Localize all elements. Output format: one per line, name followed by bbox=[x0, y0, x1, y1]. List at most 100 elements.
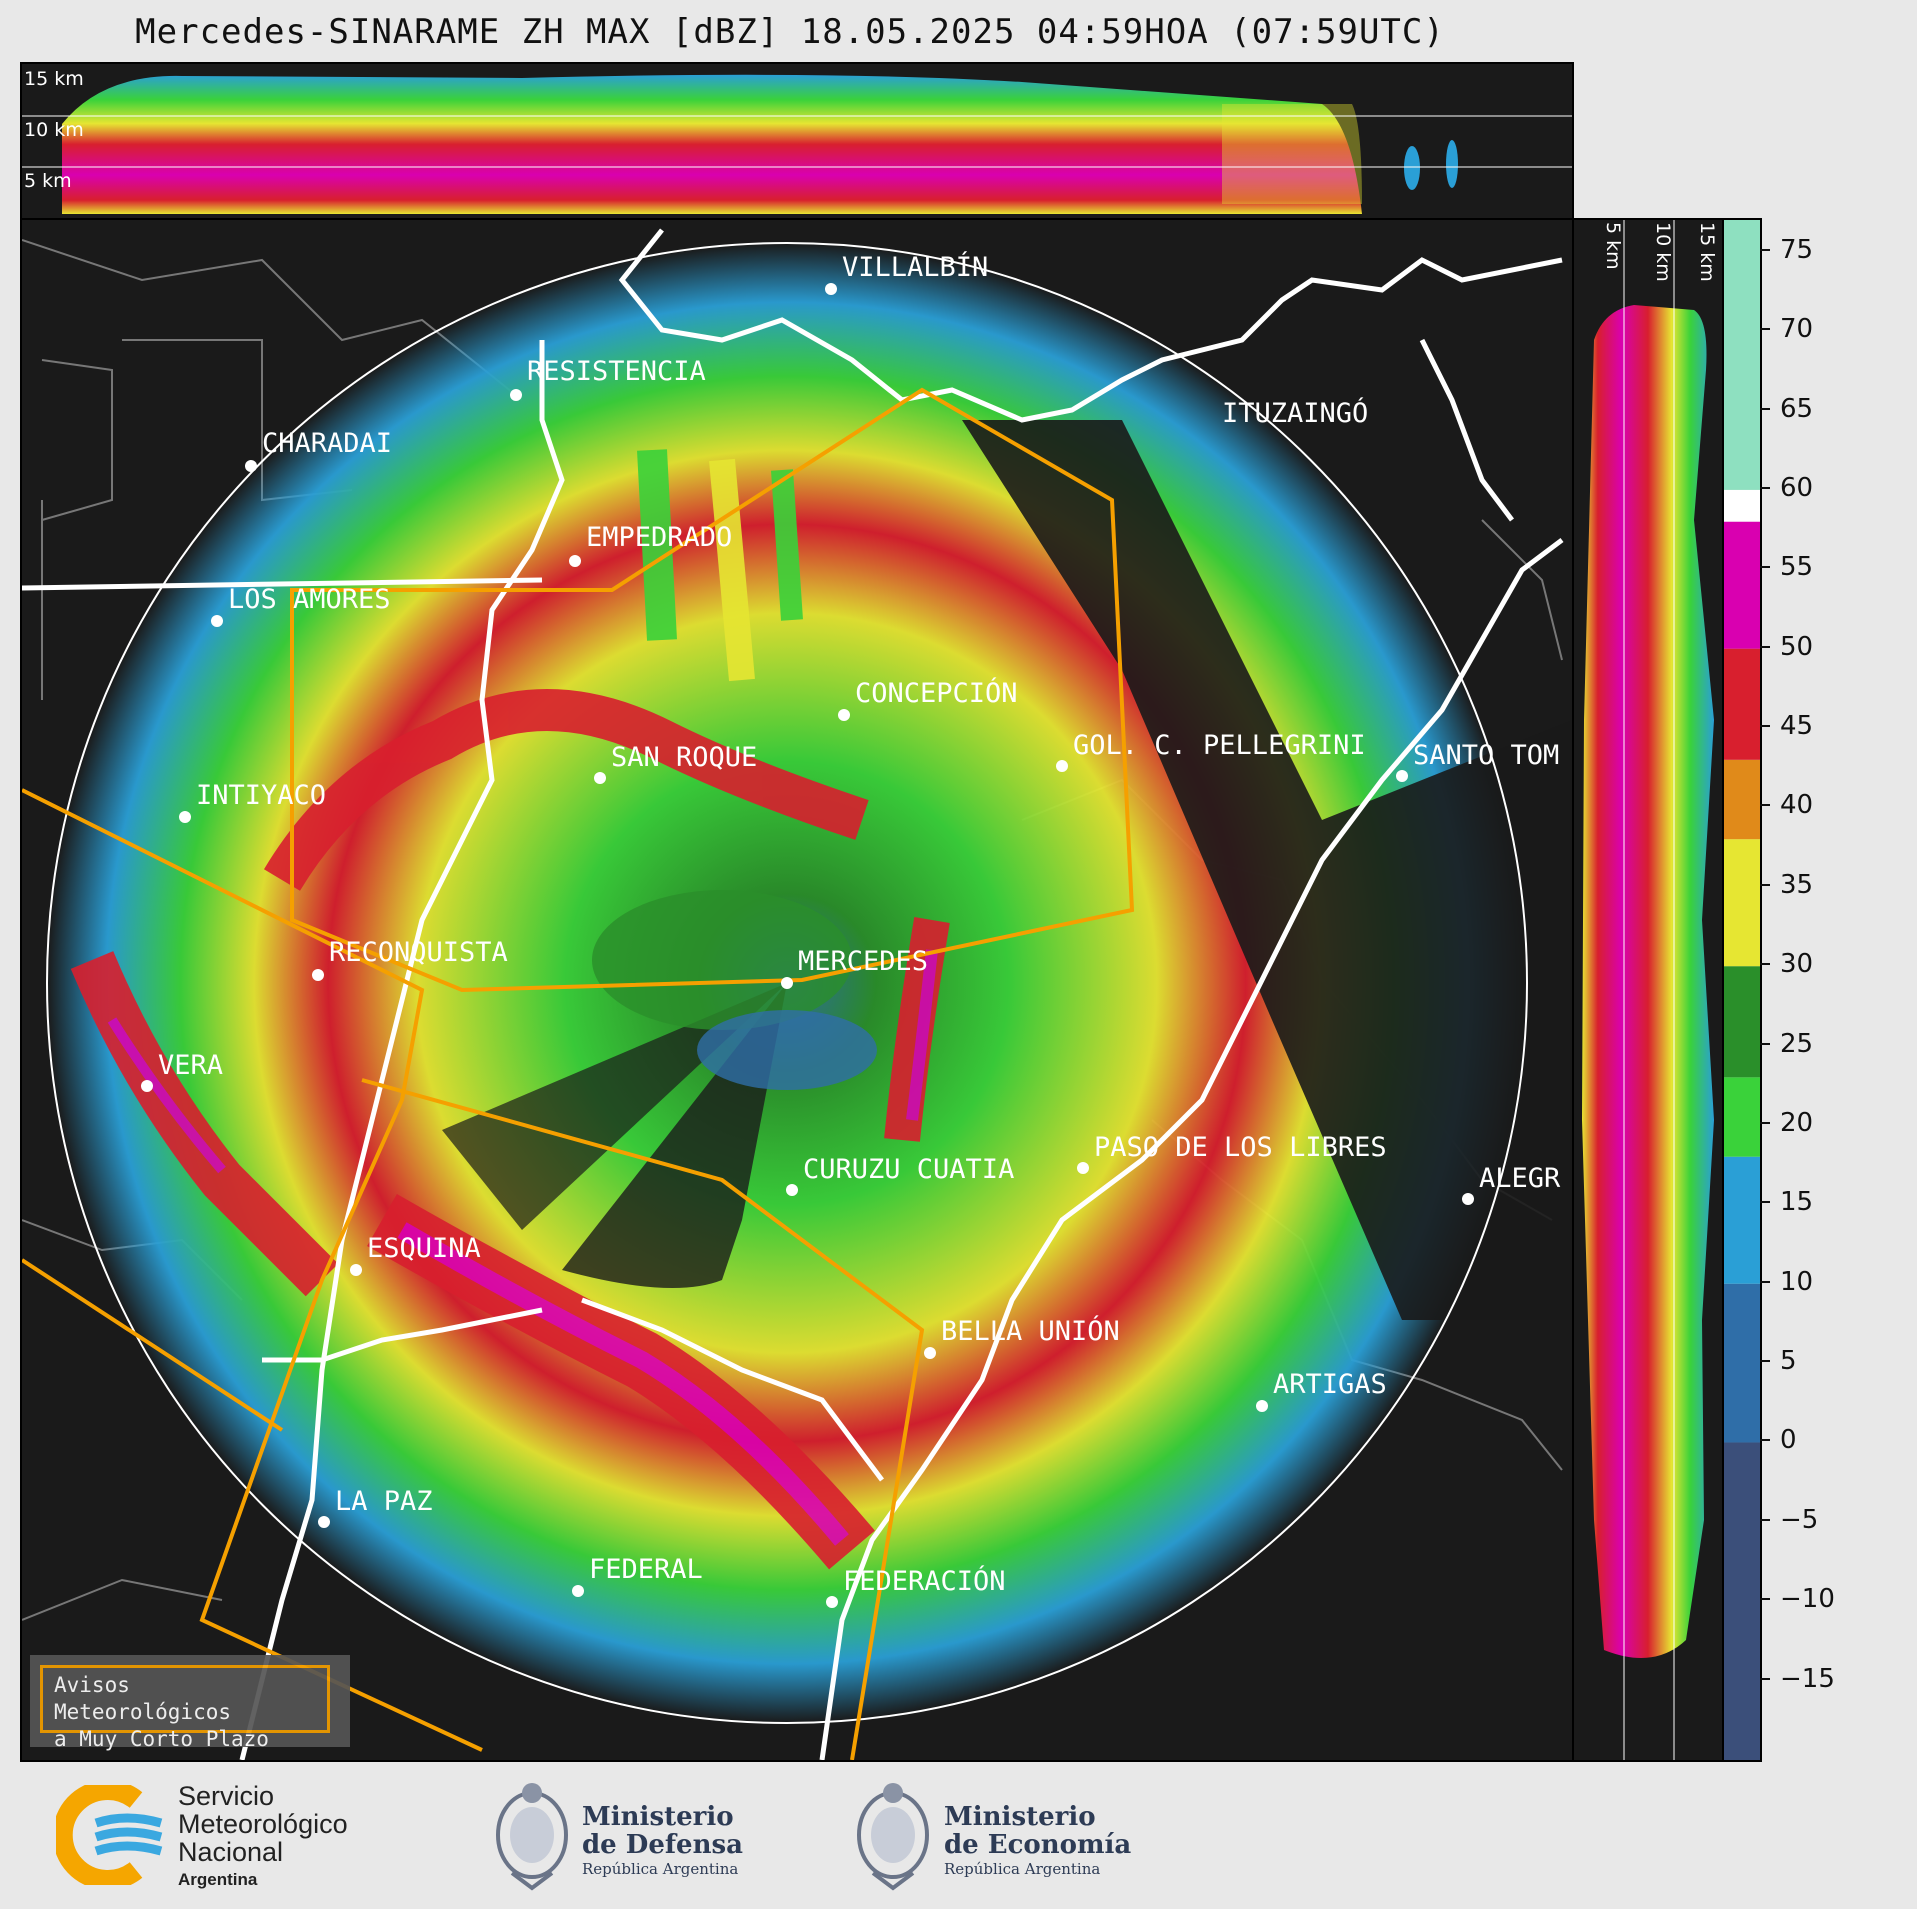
economia-line-1: Ministerio bbox=[944, 1802, 1096, 1832]
city-curuzu-cuatia: CURUZU CUATIA bbox=[786, 1154, 1014, 1196]
svg-text:MERCEDES: MERCEDES bbox=[798, 946, 928, 977]
colorbar-tick-mark bbox=[1760, 486, 1770, 489]
side-height-label-5km: 5 km bbox=[1602, 222, 1624, 270]
colorbar-tick-label: 55 bbox=[1780, 552, 1814, 583]
city-esquina: ESQUINA bbox=[350, 1233, 481, 1276]
colorbar-band bbox=[1724, 1283, 1760, 1443]
colorbar-tick-label: 15 bbox=[1780, 1187, 1814, 1218]
svg-text:PASO DE LOS LIBRES: PASO DE LOS LIBRES bbox=[1094, 1132, 1387, 1163]
colorbar-band bbox=[1724, 1442, 1760, 1760]
svg-text:ARTIGAS: ARTIGAS bbox=[1273, 1369, 1387, 1400]
colorbar-tick-label: −5 bbox=[1780, 1504, 1819, 1535]
colorbar-tick-mark bbox=[1760, 1598, 1770, 1601]
colorbar-tick-mark bbox=[1760, 248, 1770, 251]
colorbar-tick-mark bbox=[1760, 1518, 1770, 1521]
svg-text:RECONQUISTA: RECONQUISTA bbox=[329, 937, 508, 968]
colorbar-tick-mark bbox=[1760, 645, 1770, 648]
smn-logo-mark bbox=[56, 1785, 163, 1885]
colorbar-tick-label: 75 bbox=[1780, 234, 1814, 265]
colorbar-tick-label: −10 bbox=[1780, 1584, 1835, 1615]
svg-text:CHARADAI: CHARADAI bbox=[262, 428, 392, 459]
side-height-label-10km: 10 km bbox=[1652, 222, 1674, 282]
warnings-legend-frame: Avisos Meteorológicos a Muy Corto Plazo bbox=[40, 1665, 330, 1751]
svg-text:EMPEDRADO: EMPEDRADO bbox=[586, 522, 732, 553]
city-alegrete: ALEGR bbox=[1462, 1163, 1561, 1205]
colorbar-tick-mark bbox=[1760, 1360, 1770, 1363]
svg-text:LOS AMORES: LOS AMORES bbox=[228, 584, 391, 615]
height-label-10km: 10 km bbox=[24, 119, 84, 141]
radar-map-canvas: VILLALBÍN RESISTENCIA CHARADAI ITUZAINGÓ… bbox=[22, 228, 1572, 1760]
city-artigas: ARTIGAS bbox=[1256, 1369, 1387, 1412]
colorbar-tick-mark bbox=[1760, 804, 1770, 807]
city-reconquista: RECONQUISTA bbox=[312, 937, 508, 981]
colorbar-band bbox=[1724, 1156, 1760, 1284]
economia-seal-icon bbox=[857, 1783, 929, 1891]
height-label-15km: 15 km bbox=[24, 68, 84, 90]
side-height-label-15km: 15 km bbox=[1696, 222, 1718, 282]
colorbar-gradient bbox=[1724, 220, 1760, 1760]
city-markers: VILLALBÍN RESISTENCIA CHARADAI ITUZAINGÓ… bbox=[141, 251, 1561, 1608]
defensa-line-3: República Argentina bbox=[582, 1860, 739, 1878]
colorbar-tick-label: 45 bbox=[1780, 711, 1814, 742]
colorbar-tick-mark bbox=[1760, 566, 1770, 569]
colorbar-tick-label: 5 bbox=[1780, 1346, 1797, 1377]
legend-line-1: Avisos Meteorológicos bbox=[54, 1673, 232, 1724]
range-ring bbox=[46, 242, 1528, 1724]
radar-map: VILLALBÍN RESISTENCIA CHARADAI ITUZAINGÓ… bbox=[20, 218, 1574, 1762]
colorbar-tick-label: 70 bbox=[1780, 314, 1814, 345]
colorbar-band bbox=[1724, 966, 1760, 1078]
city-empedrado: EMPEDRADO bbox=[569, 522, 732, 567]
colorbar-tick-label: 40 bbox=[1780, 790, 1814, 821]
colorbar-band bbox=[1724, 220, 1760, 490]
economia-wordmark: Ministerio de Economía República Argenti… bbox=[944, 1803, 1131, 1879]
side-height-profile: 5 km 10 km 15 km bbox=[1572, 218, 1724, 1762]
colorbar-tick-label: −15 bbox=[1780, 1663, 1835, 1694]
city-paso-de-los-libres: PASO DE LOS LIBRES bbox=[1077, 1132, 1387, 1174]
svg-text:ALEGR: ALEGR bbox=[1479, 1163, 1561, 1194]
economia-line-3: República Argentina bbox=[944, 1860, 1101, 1878]
city-charadai: CHARADAI bbox=[245, 428, 392, 472]
svg-text:SANTO TOM: SANTO TOM bbox=[1413, 740, 1559, 771]
smn-wordmark: Servicio Meteorológico Nacional Argentin… bbox=[178, 1782, 348, 1894]
defensa-line-2: de Defensa bbox=[582, 1830, 743, 1860]
colorbar-band bbox=[1724, 839, 1760, 967]
colorbar-band bbox=[1724, 489, 1760, 522]
colorbar-tick-mark bbox=[1760, 328, 1770, 331]
smn-line-4: Argentina bbox=[178, 1870, 258, 1889]
colorbar-tick-mark bbox=[1760, 1677, 1770, 1680]
colorbar-tick-label: 20 bbox=[1780, 1107, 1814, 1138]
international-borders bbox=[22, 228, 1564, 1760]
colorbar-tick-label: 65 bbox=[1780, 393, 1814, 424]
svg-text:GOL. C. PELLEGRINI: GOL. C. PELLEGRINI bbox=[1073, 730, 1366, 761]
city-gol-pellegrini: GOL. C. PELLEGRINI bbox=[1056, 730, 1366, 772]
svg-text:CURUZU CUATIA: CURUZU CUATIA bbox=[803, 1154, 1014, 1185]
economia-line-2: de Economía bbox=[944, 1830, 1132, 1860]
colorbar-tick-label: 35 bbox=[1780, 869, 1814, 900]
colorbar-tick-label: 10 bbox=[1780, 1266, 1814, 1297]
side-profile-echoes bbox=[1582, 220, 1714, 1760]
colorbar-tick-mark bbox=[1760, 1121, 1770, 1124]
svg-text:FEDERAL: FEDERAL bbox=[589, 1554, 703, 1585]
colorbar-tick-mark bbox=[1760, 963, 1770, 966]
city-mercedes: MERCEDES bbox=[781, 946, 928, 989]
smn-line-1: Servicio bbox=[178, 1781, 275, 1811]
city-los-amores: LOS AMORES bbox=[211, 584, 391, 627]
svg-text:RESISTENCIA: RESISTENCIA bbox=[527, 356, 706, 387]
city-la-paz: LA PAZ bbox=[318, 1486, 433, 1528]
svg-text:SAN ROQUE: SAN ROQUE bbox=[611, 742, 757, 773]
map-title: Mercedes-SINARAME ZH MAX [dBZ] 18.05.202… bbox=[135, 12, 1445, 52]
colorbar-tick-mark bbox=[1760, 407, 1770, 410]
svg-text:INTIYACO: INTIYACO bbox=[196, 780, 326, 811]
city-villalbin: VILLALBÍN bbox=[825, 251, 988, 295]
smn-line-3: Nacional bbox=[178, 1837, 284, 1867]
city-vera: VERA bbox=[141, 1050, 223, 1092]
colorbar-tick-mark bbox=[1760, 1439, 1770, 1442]
top-height-profile: 15 km 10 km 5 km bbox=[20, 62, 1574, 220]
city-concepcion: CONCEPCIÓN bbox=[838, 677, 1018, 721]
city-federacion: FEDERACIÓN bbox=[826, 1565, 1006, 1608]
svg-text:VERA: VERA bbox=[158, 1050, 223, 1081]
height-label-5km: 5 km bbox=[24, 170, 72, 192]
colorbar-tick-label: 0 bbox=[1780, 1425, 1797, 1456]
colorbar-band bbox=[1724, 648, 1760, 760]
colorbar-tick-label: 25 bbox=[1780, 1028, 1814, 1059]
